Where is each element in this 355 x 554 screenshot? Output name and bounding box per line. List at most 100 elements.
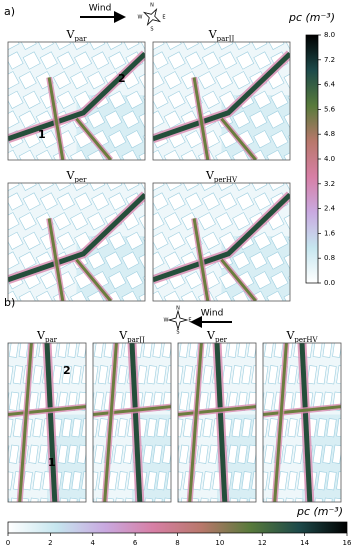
- title-subscript: parJJ: [127, 336, 145, 344]
- building: [201, 192, 220, 211]
- building: [163, 183, 182, 191]
- building: [163, 290, 182, 301]
- building: [81, 365, 86, 385]
- building: [167, 90, 186, 109]
- building: [8, 231, 24, 250]
- building: [8, 343, 20, 358]
- building: [287, 271, 290, 290]
- building: [125, 130, 144, 149]
- building: [146, 471, 157, 491]
- building: [104, 110, 123, 129]
- building: [263, 391, 275, 411]
- building: [35, 149, 54, 160]
- building: [81, 471, 86, 491]
- panel-title: Vpar: [36, 329, 58, 344]
- building: [162, 497, 171, 502]
- tick-label: 6.4: [324, 81, 336, 89]
- building: [249, 183, 268, 191]
- building: [71, 471, 82, 491]
- building: [184, 130, 203, 149]
- building: [117, 418, 128, 438]
- tick-label: 4.8: [324, 130, 335, 138]
- building: [163, 110, 182, 129]
- building: [312, 497, 323, 502]
- building: [113, 497, 124, 502]
- building: [247, 497, 256, 502]
- panel-title: VparJJ: [118, 329, 145, 344]
- wind-label: Wind: [201, 309, 224, 319]
- building: [197, 42, 216, 50]
- building: [237, 343, 248, 358]
- building: [28, 444, 39, 464]
- building: [104, 42, 123, 50]
- building: [201, 51, 220, 70]
- colorbar-label: pc (m⁻³): [288, 11, 335, 24]
- building: [153, 90, 169, 109]
- building: [18, 183, 37, 191]
- street-core: [153, 51, 290, 142]
- building: [8, 444, 20, 464]
- building: [167, 192, 186, 211]
- building: [201, 90, 220, 109]
- building: [32, 418, 43, 438]
- title-symbol: V: [205, 169, 215, 182]
- compass-letter: N: [150, 3, 154, 9]
- building: [153, 110, 165, 129]
- building: [108, 51, 127, 70]
- title-symbol: V: [36, 329, 46, 342]
- title-symbol: V: [208, 28, 218, 41]
- tick-label: 10: [215, 539, 224, 547]
- building: [163, 71, 182, 90]
- building: [219, 192, 238, 211]
- building: [166, 418, 171, 438]
- compass-rose: [142, 7, 162, 27]
- building: [163, 251, 182, 270]
- building: [71, 365, 82, 385]
- building: [56, 231, 75, 250]
- map: [178, 343, 256, 502]
- building: [263, 444, 275, 464]
- building: [138, 42, 145, 50]
- building: [263, 497, 275, 502]
- building: [287, 418, 298, 438]
- building: [232, 290, 251, 301]
- building: [87, 251, 106, 270]
- building: [117, 471, 128, 491]
- building: [32, 365, 43, 385]
- building: [74, 192, 93, 211]
- building: [153, 183, 165, 191]
- building: [263, 343, 275, 358]
- building: [22, 192, 41, 211]
- building: [123, 497, 134, 502]
- title-subscript: par: [45, 336, 58, 344]
- building: [236, 51, 255, 70]
- building: [208, 444, 219, 464]
- building: [70, 183, 89, 191]
- building: [138, 149, 145, 160]
- building: [316, 471, 327, 491]
- building: [70, 42, 89, 50]
- building: [93, 444, 105, 464]
- building: [153, 251, 165, 270]
- building: [12, 365, 24, 385]
- building: [202, 418, 213, 438]
- title-symbol: V: [118, 329, 128, 342]
- street-core: [75, 117, 112, 160]
- map: [153, 183, 290, 301]
- building: [38, 444, 49, 464]
- panel-label: a): [4, 5, 15, 18]
- panel-frame: [262, 342, 342, 503]
- building: [266, 42, 285, 50]
- tick-label: 14: [300, 539, 309, 547]
- tick-label: 0.0: [324, 279, 335, 287]
- building: [273, 497, 284, 502]
- map: [8, 183, 145, 301]
- building: [231, 365, 242, 385]
- building: [322, 444, 333, 464]
- compass-letter: W: [164, 318, 169, 324]
- building: [198, 497, 209, 502]
- building: [56, 90, 75, 109]
- building: [104, 183, 123, 191]
- building: [35, 290, 54, 301]
